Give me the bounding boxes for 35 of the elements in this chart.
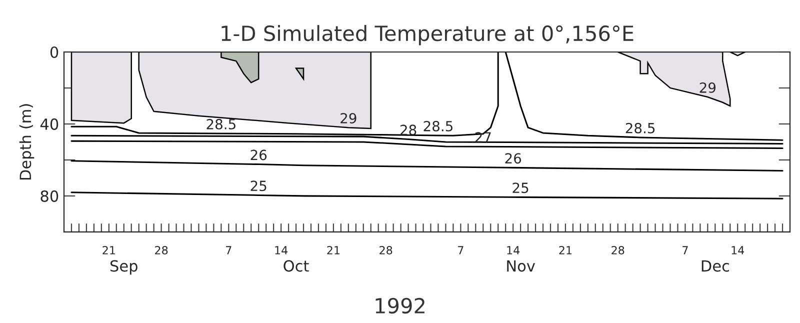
annotation: 26	[250, 150, 267, 160]
annotation: 28	[400, 124, 416, 136]
x-tick-label: 28	[612, 246, 624, 254]
x2-tick-label: Nov	[507, 260, 536, 272]
x-tick-label: 7	[458, 246, 464, 254]
annotation: 26	[505, 153, 522, 164]
annotation: 25	[250, 180, 266, 192]
annotation: 29	[340, 112, 356, 124]
x-tick-label: 7	[682, 246, 688, 254]
x-tick-label: 28	[155, 246, 168, 254]
x2-tick-label: Sep	[110, 260, 138, 275]
x2-tick-label: Dec	[702, 260, 729, 272]
y-tick-label: 0	[50, 46, 58, 58]
y-tick-label: 80	[40, 190, 58, 202]
annotation: 27	[475, 132, 491, 142]
annotation: 28.5	[626, 122, 655, 134]
annotation: 29	[700, 82, 716, 93]
x-tick-label: 14	[275, 246, 288, 254]
x-tick-label: 14	[732, 246, 744, 254]
x-tick-label: 21	[327, 246, 340, 254]
x2-tick-label: Oct	[284, 260, 309, 272]
y-axis-title: Depth (m)	[19, 104, 34, 180]
x-tick-label: 7	[226, 246, 232, 254]
chart-title: 1-D Simulated Temperature at 0°,156°E	[222, 25, 634, 46]
line-series	[70, 192, 784, 200]
annotation: 28.5	[206, 118, 236, 130]
x-axis-title: 1992	[376, 298, 424, 314]
annotation: 28.5	[424, 120, 452, 132]
x-tick-label: 21	[559, 246, 572, 254]
line-series	[504, 52, 784, 141]
x-tick-label: 28	[380, 246, 392, 254]
x-tick-label: 21	[102, 246, 115, 254]
x-tick-label: 14	[507, 246, 520, 254]
y-tick-label: 40	[40, 118, 58, 130]
annotation: 25	[512, 182, 528, 194]
